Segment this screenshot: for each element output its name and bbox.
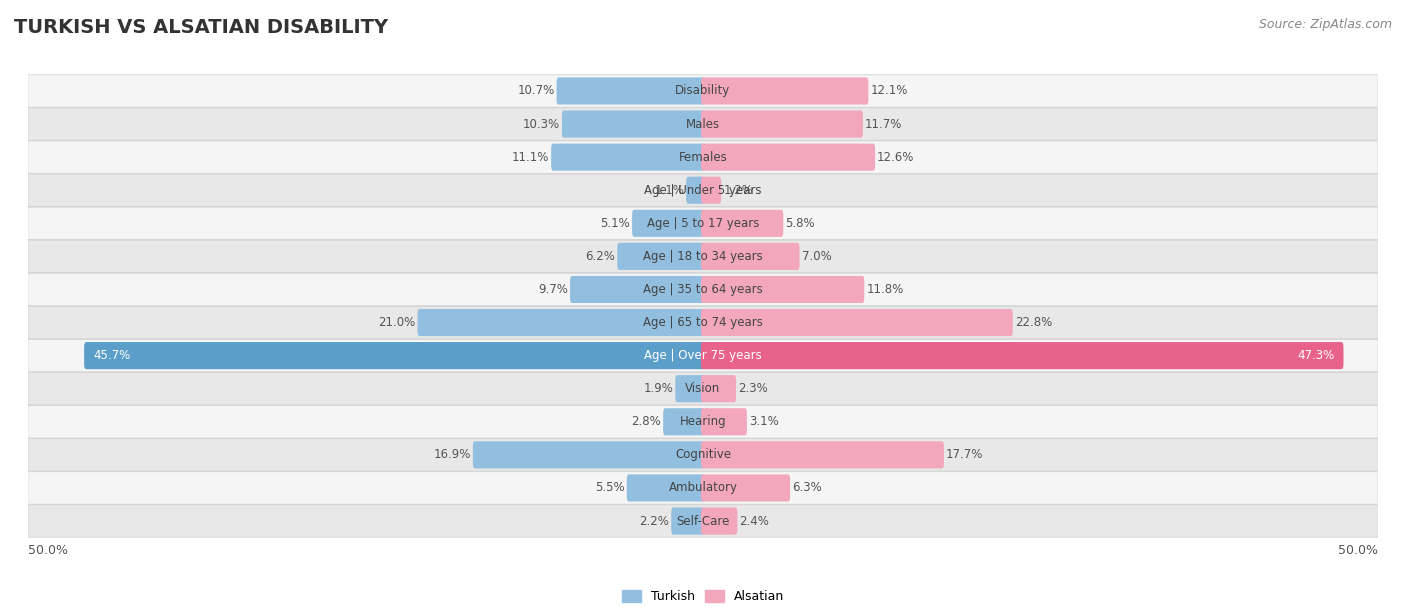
FancyBboxPatch shape (562, 111, 704, 138)
Text: 9.7%: 9.7% (538, 283, 568, 296)
Text: 2.4%: 2.4% (740, 515, 769, 528)
Text: Age | 5 to 17 years: Age | 5 to 17 years (647, 217, 759, 230)
Text: Ambulatory: Ambulatory (668, 482, 738, 494)
FancyBboxPatch shape (557, 77, 704, 105)
FancyBboxPatch shape (664, 408, 704, 435)
FancyBboxPatch shape (28, 373, 1378, 405)
FancyBboxPatch shape (702, 507, 737, 535)
Text: 12.6%: 12.6% (877, 151, 914, 163)
Text: 50.0%: 50.0% (28, 544, 67, 558)
Text: 6.2%: 6.2% (585, 250, 616, 263)
Text: 11.7%: 11.7% (865, 118, 903, 130)
Text: 2.8%: 2.8% (631, 416, 661, 428)
Text: 11.1%: 11.1% (512, 151, 550, 163)
Text: Females: Females (679, 151, 727, 163)
Text: 2.3%: 2.3% (738, 382, 768, 395)
FancyBboxPatch shape (686, 177, 704, 204)
Text: 7.0%: 7.0% (801, 250, 831, 263)
Text: Cognitive: Cognitive (675, 449, 731, 461)
FancyBboxPatch shape (671, 507, 704, 535)
Text: 17.7%: 17.7% (946, 449, 983, 461)
FancyBboxPatch shape (569, 276, 704, 303)
FancyBboxPatch shape (702, 177, 721, 204)
FancyBboxPatch shape (28, 75, 1378, 107)
FancyBboxPatch shape (418, 309, 704, 336)
Text: Age | Under 5 years: Age | Under 5 years (644, 184, 762, 196)
Text: Age | 35 to 64 years: Age | 35 to 64 years (643, 283, 763, 296)
FancyBboxPatch shape (702, 144, 875, 171)
Text: 10.7%: 10.7% (517, 84, 554, 97)
Text: 6.3%: 6.3% (792, 482, 823, 494)
Text: 45.7%: 45.7% (93, 349, 131, 362)
FancyBboxPatch shape (28, 174, 1378, 206)
Text: Age | 18 to 34 years: Age | 18 to 34 years (643, 250, 763, 263)
Text: Age | 65 to 74 years: Age | 65 to 74 years (643, 316, 763, 329)
FancyBboxPatch shape (28, 207, 1378, 239)
Text: 1.9%: 1.9% (644, 382, 673, 395)
Text: 47.3%: 47.3% (1298, 349, 1334, 362)
Text: 1.1%: 1.1% (654, 184, 685, 196)
FancyBboxPatch shape (702, 309, 1012, 336)
Text: 16.9%: 16.9% (433, 449, 471, 461)
FancyBboxPatch shape (551, 144, 704, 171)
Text: 21.0%: 21.0% (378, 316, 416, 329)
Text: 50.0%: 50.0% (1339, 544, 1378, 558)
FancyBboxPatch shape (472, 441, 704, 468)
FancyBboxPatch shape (28, 406, 1378, 438)
Text: Self-Care: Self-Care (676, 515, 730, 528)
FancyBboxPatch shape (28, 307, 1378, 339)
Text: 5.1%: 5.1% (600, 217, 630, 230)
FancyBboxPatch shape (633, 210, 704, 237)
Text: 5.5%: 5.5% (595, 482, 624, 494)
Text: Hearing: Hearing (679, 416, 727, 428)
FancyBboxPatch shape (28, 108, 1378, 140)
Text: 5.8%: 5.8% (786, 217, 815, 230)
FancyBboxPatch shape (28, 141, 1378, 173)
FancyBboxPatch shape (702, 441, 943, 468)
FancyBboxPatch shape (702, 210, 783, 237)
Legend: Turkish, Alsatian: Turkish, Alsatian (617, 585, 789, 608)
FancyBboxPatch shape (702, 276, 865, 303)
FancyBboxPatch shape (702, 375, 737, 402)
FancyBboxPatch shape (84, 342, 704, 369)
FancyBboxPatch shape (702, 342, 1344, 369)
FancyBboxPatch shape (702, 408, 747, 435)
Text: 1.2%: 1.2% (723, 184, 754, 196)
FancyBboxPatch shape (28, 340, 1378, 372)
FancyBboxPatch shape (702, 77, 869, 105)
FancyBboxPatch shape (28, 472, 1378, 504)
Text: 3.1%: 3.1% (749, 416, 779, 428)
FancyBboxPatch shape (28, 273, 1378, 305)
Text: 22.8%: 22.8% (1015, 316, 1052, 329)
Text: Vision: Vision (685, 382, 721, 395)
FancyBboxPatch shape (702, 474, 790, 501)
Text: Age | Over 75 years: Age | Over 75 years (644, 349, 762, 362)
FancyBboxPatch shape (28, 505, 1378, 537)
FancyBboxPatch shape (28, 439, 1378, 471)
Text: Disability: Disability (675, 84, 731, 97)
Text: 12.1%: 12.1% (870, 84, 908, 97)
FancyBboxPatch shape (28, 240, 1378, 272)
Text: TURKISH VS ALSATIAN DISABILITY: TURKISH VS ALSATIAN DISABILITY (14, 18, 388, 37)
Text: Males: Males (686, 118, 720, 130)
Text: 10.3%: 10.3% (523, 118, 560, 130)
FancyBboxPatch shape (617, 243, 704, 270)
FancyBboxPatch shape (702, 243, 800, 270)
FancyBboxPatch shape (627, 474, 704, 501)
Text: Source: ZipAtlas.com: Source: ZipAtlas.com (1258, 18, 1392, 31)
Text: 11.8%: 11.8% (866, 283, 904, 296)
Text: 2.2%: 2.2% (640, 515, 669, 528)
FancyBboxPatch shape (702, 111, 863, 138)
FancyBboxPatch shape (675, 375, 704, 402)
